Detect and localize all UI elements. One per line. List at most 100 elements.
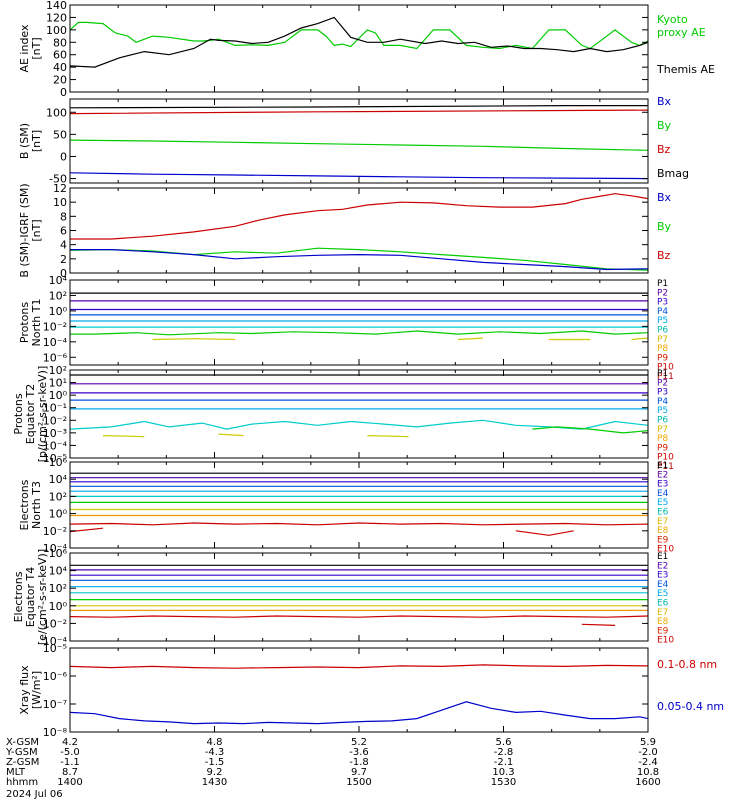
footer-cell: -1.1 [60, 757, 80, 768]
footer-row-label: MLT [6, 767, 26, 778]
legend-label: E2 [657, 561, 668, 571]
y-tick-label: 0 [60, 86, 67, 99]
footer-cell: 1430 [202, 777, 227, 788]
plot-frame [69, 552, 649, 642]
footer-cell: 1530 [491, 777, 516, 788]
legend-label: Bz [657, 143, 671, 156]
footer-cell: 1600 [635, 777, 660, 788]
series-line [70, 193, 649, 240]
y-tick-label: 40 [53, 61, 67, 74]
y-tick-label: 100 [46, 106, 67, 119]
footer-row-label: Y-GSM [5, 747, 38, 758]
legend-label: E2 [657, 470, 668, 480]
y-axis-label: North T1 [30, 299, 43, 347]
y-tick-label: 10⁻² [43, 525, 67, 538]
y-tick-label: 20 [53, 74, 67, 87]
y-tick-label: 50 [53, 128, 67, 141]
legend-label: P6 [657, 416, 668, 426]
legend-label: E7 [657, 608, 668, 618]
footer-cell: 4.8 [207, 737, 223, 748]
footer-cell: 5.2 [351, 737, 367, 748]
y-axis-label: [nT] [30, 219, 43, 241]
legend-label: Kyoto [657, 13, 688, 26]
legend-label: P4 [657, 397, 668, 407]
legend-label: E9 [657, 626, 669, 636]
footer-cell: -1.8 [349, 757, 369, 768]
series-line [69, 21, 649, 50]
legend-label: E7 [657, 517, 668, 527]
y-tick-label: 10⁻⁴ [43, 336, 68, 349]
y-tick-label: 10⁻⁷ [43, 698, 67, 711]
legend-label: Bx [657, 191, 672, 204]
y-axis-label: North T3 [30, 481, 43, 529]
series-line [69, 419, 649, 430]
legend-label: P5 [657, 316, 668, 326]
y-tick-label: 80 [53, 36, 67, 49]
y-tick-label: 10² [49, 490, 67, 503]
y-tick-label: 10⁶ [49, 456, 68, 469]
y-tick-label: 10⁻⁶ [43, 670, 68, 683]
legend-label: P11 [657, 372, 674, 382]
legend-label: E6 [657, 599, 669, 609]
y-tick-label: 10² [49, 364, 67, 377]
series-line [69, 664, 649, 669]
y-axis-label: AE index [18, 24, 31, 73]
y-tick-label: 10⁻⁵ [43, 642, 67, 655]
series-line [70, 330, 649, 336]
y-axis-label: [p/(cm²-s-sr-keV)] [36, 366, 49, 463]
y-axis-label: Xray flux [18, 665, 31, 715]
y-tick-label: 10 [53, 196, 67, 209]
footer-cell: 10.3 [492, 767, 514, 778]
legend-label: P4 [657, 307, 668, 317]
legend-label: E1 [657, 461, 668, 471]
legend-label: E4 [657, 489, 669, 499]
y-tick-label: 4 [60, 239, 67, 252]
series-line [69, 109, 649, 115]
footer-cell: 9.2 [207, 767, 223, 778]
legend-label: E8 [657, 526, 669, 536]
y-tick-label: 10⁻⁸ [43, 726, 68, 739]
y-tick-label: 140 [46, 0, 67, 12]
y-axis-label: [W/m²] [30, 671, 43, 709]
series-line [69, 701, 649, 725]
y-tick-label: 6 [60, 225, 67, 238]
legend-label: E5 [657, 589, 668, 599]
legend-label: P6 [657, 326, 668, 336]
legend-label: E10 [657, 545, 674, 555]
legend-label: P9 [657, 353, 668, 363]
series-line [70, 249, 649, 271]
legend-label: E8 [657, 617, 669, 627]
legend-label: P11 [657, 462, 674, 472]
footer-cell: -5.0 [60, 747, 80, 758]
legend-label: P10 [657, 363, 674, 373]
footer-cell: 5.6 [496, 737, 512, 748]
legend-label: E3 [657, 480, 668, 490]
y-tick-label: 10⁴ [49, 274, 68, 287]
footer-row-label: Z-GSM [6, 757, 39, 768]
footer-cell: -2.4 [638, 757, 658, 768]
footer-cell: -3.6 [349, 747, 369, 758]
y-axis-label: Protons [18, 302, 31, 343]
footer-cell: -4.3 [205, 747, 225, 758]
y-tick-label: 10⁻⁴ [43, 635, 68, 648]
legend-label: P1 [657, 279, 668, 289]
series-line [69, 615, 649, 618]
y-tick-label: 10⁻² [43, 320, 67, 333]
legend-label: 0.1-0.8 nm [657, 658, 717, 671]
series-line [69, 104, 648, 109]
y-tick-label: 12 [53, 182, 67, 195]
y-tick-label: 10² [49, 582, 67, 595]
legend-label: E10 [657, 636, 674, 646]
legend-label: P2 [657, 378, 668, 388]
footer-cell: 10.8 [637, 767, 659, 778]
y-tick-label: 0 [60, 150, 67, 163]
legend-label: Bx [657, 95, 672, 108]
y-tick-label: 10⁻⁴ [43, 542, 68, 555]
